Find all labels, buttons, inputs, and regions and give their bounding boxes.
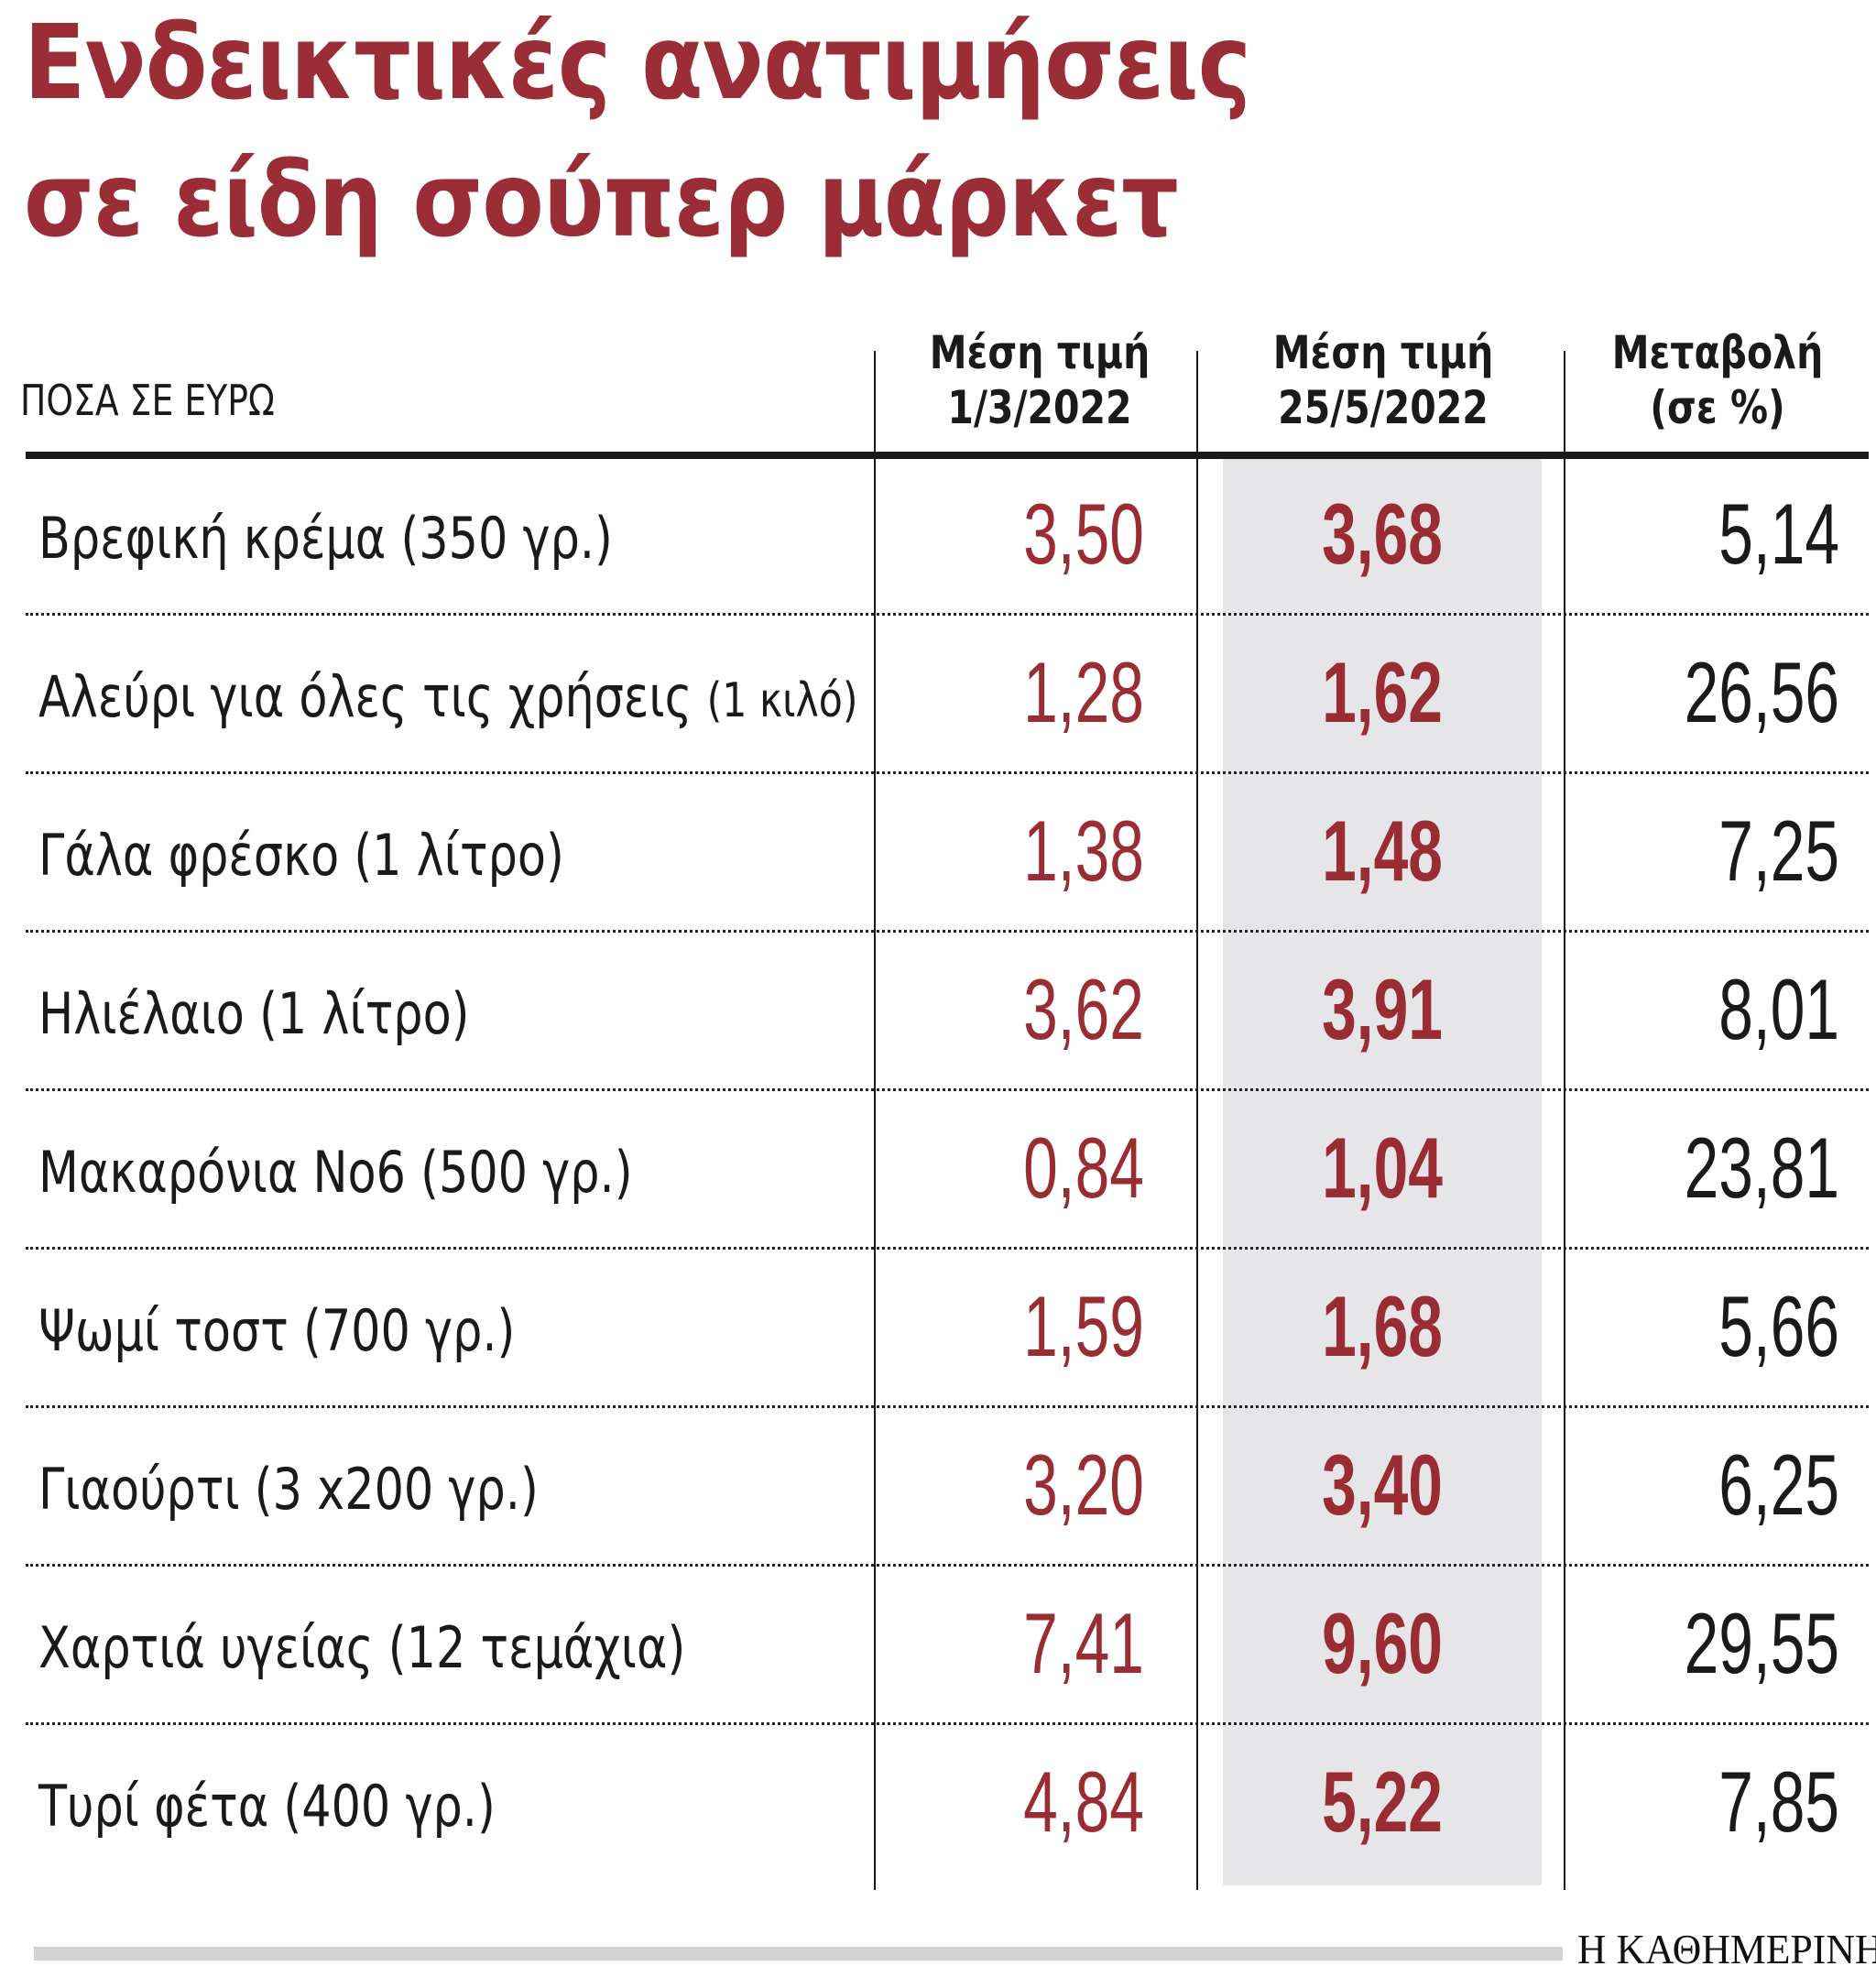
row-divider xyxy=(26,1247,1869,1250)
column-header-line-1: Μέση τιμή xyxy=(929,326,1151,379)
change-pct: 5,66 xyxy=(1718,1278,1839,1374)
price-march: 4,84 xyxy=(1023,1753,1144,1850)
chart-title: Ενδεικτικές ανατιμήσεις σε είδη σούπερ μ… xyxy=(24,0,1251,269)
column-header-price-may: Μέση τιμή 25/5/2022 xyxy=(1256,325,1511,435)
price-march: 1,28 xyxy=(1023,644,1144,740)
row-divider xyxy=(26,1564,1869,1567)
price-march: 1,59 xyxy=(1023,1278,1144,1374)
item-unit-text: (1 κιλό) xyxy=(706,673,858,728)
row-divider xyxy=(26,1722,1869,1725)
price-march: 7,41 xyxy=(1023,1595,1144,1691)
row-divider xyxy=(26,1405,1869,1408)
change-pct: 8,01 xyxy=(1718,961,1839,1057)
price-may: 1,04 xyxy=(1322,1120,1443,1216)
column-header-line-1: Μέση τιμή xyxy=(1272,326,1494,379)
change-pct: 23,81 xyxy=(1684,1120,1839,1216)
chart-title-line-2: σε είδη σούπερ μάρκετ xyxy=(24,141,1179,260)
price-march: 3,20 xyxy=(1023,1436,1144,1533)
table-row: Γάλα φρέσκο (1 λίτρο) 1,38 1,48 7,25 xyxy=(26,774,1869,933)
highlighted-column-background xyxy=(1223,459,1542,1885)
price-may: 1,62 xyxy=(1322,644,1443,740)
price-may: 1,48 xyxy=(1322,803,1443,899)
item-name: Τυρί φέτα (400 γρ.) xyxy=(38,1773,496,1840)
units-label: ΠΟΣΑ ΣΕ ΕΥΡΩ xyxy=(20,376,275,425)
table-row: Τυρί φέτα (400 γρ.) 4,84 5,22 7,85 xyxy=(26,1725,1869,1884)
price-march: 3,50 xyxy=(1023,486,1144,582)
header-rule xyxy=(26,452,1869,459)
item-name: Μακαρόνια Νο6 (500 γρ.) xyxy=(38,1139,633,1206)
item-name: Χαρτιά υγείας (12 τεμάχια) xyxy=(38,1614,686,1681)
change-pct: 5,14 xyxy=(1718,486,1839,582)
price-may: 9,60 xyxy=(1322,1595,1443,1691)
item-name: Ηλιέλαιο (1 λίτρο) xyxy=(38,980,470,1047)
change-pct: 29,55 xyxy=(1684,1595,1839,1691)
row-divider xyxy=(26,613,1869,616)
column-divider xyxy=(1564,351,1565,1890)
price-march: 3,62 xyxy=(1023,961,1144,1057)
table-row: Ηλιέλαιο (1 λίτρο) 3,62 3,91 8,01 xyxy=(26,933,1869,1091)
change-pct: 26,56 xyxy=(1684,644,1839,740)
price-may: 5,22 xyxy=(1322,1753,1443,1850)
price-may: 3,68 xyxy=(1322,486,1443,582)
price-may: 3,91 xyxy=(1322,961,1443,1057)
table-row: Ψωμί τοστ (700 γρ.) 1,59 1,68 5,66 xyxy=(26,1250,1869,1408)
row-divider xyxy=(26,1088,1869,1091)
column-divider xyxy=(874,351,876,1890)
column-header-line-2: (σε %) xyxy=(1650,381,1785,434)
column-header-line-2: 25/5/2022 xyxy=(1278,381,1489,434)
table-row: Μακαρόνια Νο6 (500 γρ.) 0,84 1,04 23,81 xyxy=(26,1091,1869,1250)
publisher-logo: Η ΚΑΘΗΜΕΡΙΝΗ xyxy=(1577,1926,1876,1972)
price-may: 3,40 xyxy=(1322,1436,1443,1533)
table-row: Βρεφική κρέμα (350 γρ.) 3,50 3,68 5,14 xyxy=(26,457,1869,616)
item-name: Γάλα φρέσκο (1 λίτρο) xyxy=(38,822,564,889)
price-march: 0,84 xyxy=(1023,1120,1144,1216)
column-header-change-pct: Μεταβολή (σε %) xyxy=(1605,325,1830,435)
item-name: Βρεφική κρέμα (350 γρ.) xyxy=(38,505,613,572)
price-march: 1,38 xyxy=(1023,803,1144,899)
table-row: Χαρτιά υγείας (12 τεμάχια) 7,41 9,60 29,… xyxy=(26,1567,1869,1725)
item-name: Ψωμί τοστ (700 γρ.) xyxy=(38,1297,516,1364)
item-name: Γιαούρτι (3 x200 γρ.) xyxy=(38,1456,539,1523)
item-name-text: Αλεύρι για όλες τις χρήσεις xyxy=(38,663,707,730)
table-row: Αλεύρι για όλες τις χρήσεις (1 κιλό) 1,2… xyxy=(26,616,1869,774)
row-divider xyxy=(26,771,1869,774)
column-header-line-1: Μεταβολή xyxy=(1611,326,1824,379)
item-name: Αλεύρι για όλες τις χρήσεις (1 κιλό) xyxy=(38,663,857,730)
column-divider xyxy=(1196,351,1198,1890)
column-header-line-2: 1/3/2022 xyxy=(947,381,1132,434)
footer-bar xyxy=(34,1947,1563,1961)
change-pct: 6,25 xyxy=(1718,1436,1839,1533)
price-may: 1,68 xyxy=(1322,1278,1443,1374)
chart-title-line-1: Ενδεικτικές ανατιμήσεις xyxy=(24,4,1251,123)
column-header-price-march: Μέση τιμή 1/3/2022 xyxy=(927,325,1152,435)
table-row: Γιαούρτι (3 x200 γρ.) 3,20 3,40 6,25 xyxy=(26,1408,1869,1567)
change-pct: 7,25 xyxy=(1718,803,1839,899)
change-pct: 7,85 xyxy=(1718,1753,1839,1850)
row-divider xyxy=(26,930,1869,933)
